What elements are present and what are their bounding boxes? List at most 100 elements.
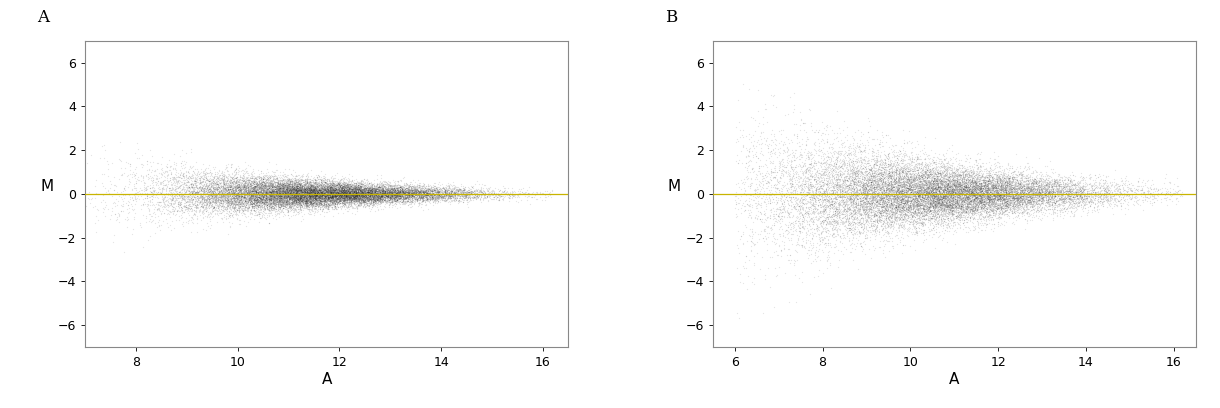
Point xyxy=(318,189,338,196)
Point xyxy=(980,178,999,184)
Point xyxy=(179,166,199,172)
Point xyxy=(1141,185,1160,192)
Point xyxy=(390,188,410,195)
Point xyxy=(295,194,315,201)
Point xyxy=(880,180,899,186)
Point xyxy=(250,191,270,197)
Point xyxy=(867,196,887,203)
Point xyxy=(935,185,954,192)
Point xyxy=(261,201,281,207)
Point xyxy=(143,184,162,191)
Point xyxy=(332,188,351,194)
Point xyxy=(394,196,414,202)
Point xyxy=(927,204,947,211)
Point xyxy=(954,179,974,185)
Point xyxy=(916,195,936,202)
Point xyxy=(844,193,864,200)
Point xyxy=(864,185,883,192)
Point xyxy=(993,177,1013,184)
Point xyxy=(227,198,246,204)
Point xyxy=(412,188,432,195)
Point xyxy=(794,160,814,166)
Point xyxy=(899,192,919,199)
Point xyxy=(238,198,257,205)
Point xyxy=(861,180,881,187)
Point xyxy=(315,188,334,195)
Point xyxy=(1074,200,1093,207)
Point xyxy=(287,188,306,195)
Point xyxy=(898,209,917,215)
Point xyxy=(300,190,320,196)
Point xyxy=(322,202,342,208)
Point xyxy=(854,142,874,149)
Point xyxy=(964,206,983,213)
Point xyxy=(227,190,246,196)
Point xyxy=(884,157,904,164)
Point xyxy=(340,188,360,194)
Point xyxy=(988,160,1008,166)
Point xyxy=(338,195,357,201)
Point xyxy=(950,201,970,208)
Point xyxy=(891,179,910,185)
Point xyxy=(844,164,864,171)
Point xyxy=(316,204,336,210)
Point xyxy=(964,206,983,213)
Point xyxy=(323,190,343,196)
Point xyxy=(935,207,954,213)
Point xyxy=(886,174,905,181)
Point xyxy=(839,195,859,202)
Point xyxy=(472,181,492,188)
Point xyxy=(903,193,922,199)
Point xyxy=(808,195,827,202)
Point xyxy=(961,189,981,196)
Point xyxy=(969,200,988,206)
Point xyxy=(368,188,388,195)
Point xyxy=(451,187,471,193)
Point xyxy=(309,191,328,197)
Point xyxy=(255,183,274,189)
Point xyxy=(958,179,977,185)
Point xyxy=(856,218,876,225)
Point xyxy=(982,199,1002,206)
Point xyxy=(1009,191,1028,197)
Point xyxy=(299,193,318,199)
Point xyxy=(831,188,850,195)
Point xyxy=(842,177,861,184)
Point xyxy=(300,190,320,196)
Point xyxy=(407,192,427,198)
Point xyxy=(418,191,438,198)
Point xyxy=(417,191,437,197)
Point xyxy=(834,185,854,191)
Point xyxy=(417,195,437,202)
Point xyxy=(817,136,837,142)
Point xyxy=(939,202,959,209)
Point xyxy=(182,184,201,191)
Point xyxy=(969,202,988,208)
Point xyxy=(837,225,856,232)
Point xyxy=(914,190,933,196)
Point xyxy=(863,144,882,151)
Point xyxy=(787,177,806,184)
Point xyxy=(1065,200,1085,206)
Point xyxy=(1054,193,1074,200)
Point xyxy=(327,196,346,202)
Point xyxy=(1127,196,1147,203)
Point xyxy=(396,180,416,186)
Point xyxy=(1093,180,1113,186)
Point xyxy=(364,190,383,196)
Point xyxy=(384,191,404,197)
Point xyxy=(935,196,954,203)
Point xyxy=(322,193,342,199)
Point xyxy=(209,188,228,195)
Point xyxy=(955,188,975,195)
Point xyxy=(865,209,884,216)
Point xyxy=(1026,192,1046,198)
Point xyxy=(920,168,939,174)
Point xyxy=(931,196,950,202)
Point xyxy=(994,193,1014,200)
Point xyxy=(410,188,429,195)
Point xyxy=(888,204,908,211)
Point xyxy=(234,177,254,184)
Point xyxy=(404,189,423,195)
Point xyxy=(393,188,412,195)
